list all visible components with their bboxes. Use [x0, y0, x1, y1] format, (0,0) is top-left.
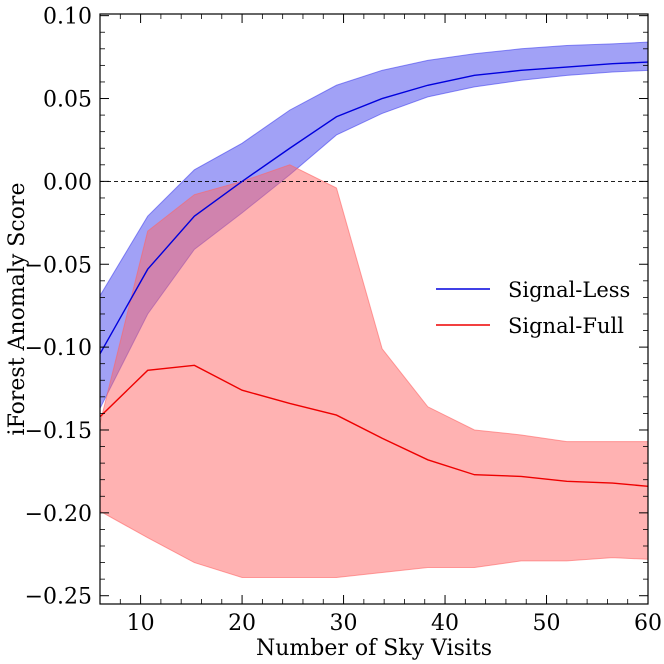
- x-axis-label: Number of Sky Visits: [256, 636, 492, 661]
- x-tick-label: 10: [127, 611, 155, 636]
- legend: Signal-Less Signal-Full: [436, 278, 630, 338]
- x-tick-label: 30: [330, 611, 358, 636]
- y-tick-label: −0.05: [25, 253, 92, 278]
- x-axis-ticks: 10 20 30 40 50 60: [119, 14, 662, 636]
- y-tick-label: 0.05: [43, 88, 92, 113]
- plot-frame: [99, 13, 649, 605]
- series-line-signal-less: [100, 61, 648, 355]
- y-tick-label: 0.00: [43, 170, 92, 195]
- y-axis-ticks: 0.10 0.05 0.00 −0.05 −0.10 −0.15 −0.20 −0.25: [25, 5, 648, 610]
- x-tick-label: 50: [533, 611, 561, 636]
- y-tick-label: −0.15: [25, 419, 92, 444]
- y-tick-label: −0.10: [25, 336, 92, 361]
- y-axis-label: iForest Anomaly Score: [5, 183, 30, 436]
- y-tick-label: −0.20: [25, 502, 92, 527]
- x-tick-label: 60: [634, 611, 662, 636]
- series-line-signal-full: [100, 364, 648, 488]
- band-signal-full: [100, 164, 648, 578]
- x-tick-label: 20: [228, 611, 256, 636]
- x-tick-label: 40: [431, 611, 459, 636]
- legend-label-signal-full: Signal-Full: [508, 314, 624, 338]
- series-lines: [100, 61, 648, 488]
- legend-label-signal-less: Signal-Less: [508, 278, 630, 302]
- y-tick-label: −0.25: [25, 585, 92, 610]
- confidence-bands: [100, 41, 648, 578]
- y-tick-label: 0.10: [43, 5, 92, 30]
